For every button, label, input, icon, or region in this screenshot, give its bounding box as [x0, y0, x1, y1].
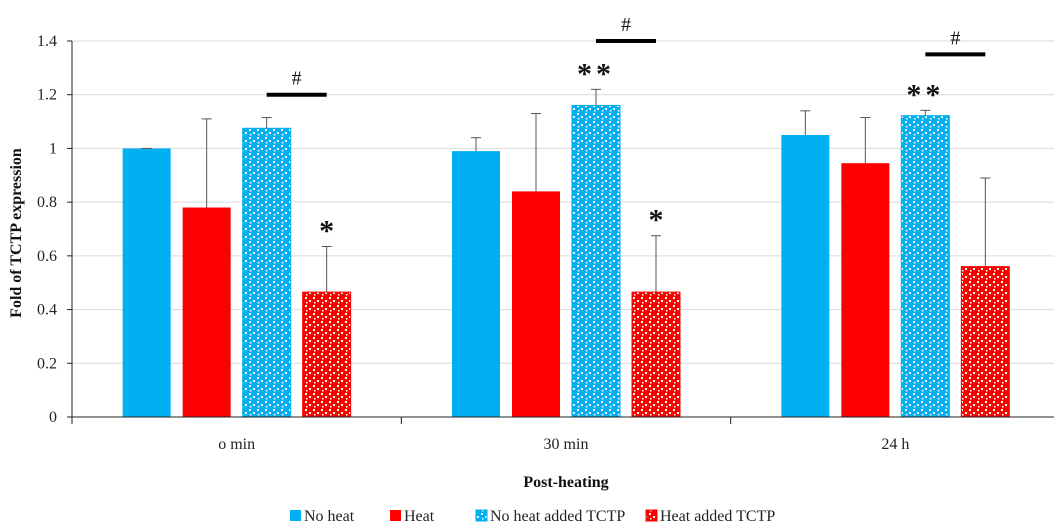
- legend-swatch: [645, 509, 658, 522]
- y-axis-title: Fold of TCTP expression: [8, 148, 25, 318]
- significance-star: **: [906, 78, 944, 111]
- annotations: ******###: [266, 14, 986, 247]
- x-tick-label: 24 h: [881, 436, 909, 453]
- bar: [122, 148, 171, 417]
- error-bars: [141, 88, 991, 293]
- y-tick-label: 1: [49, 140, 57, 157]
- bar: [781, 135, 830, 417]
- y-tick-label: 1.4: [37, 33, 57, 50]
- tick-labels: 0 0.2 0.4 0.6 0.8 1 1.2 1.4 o min 30 min 24 h: [37, 33, 909, 453]
- bar: [452, 151, 500, 417]
- bar: [841, 163, 890, 417]
- bar: [631, 291, 681, 418]
- x-axis-title: Post-heating: [523, 474, 608, 491]
- legend-label: Heat: [404, 508, 435, 525]
- significance-hash: #: [621, 14, 631, 36]
- legend-swatch: [290, 510, 301, 521]
- y-tick-label: 0.2: [37, 355, 57, 372]
- bar: [960, 266, 1010, 418]
- bar: [512, 191, 560, 417]
- bar: [302, 291, 352, 418]
- y-tick-label: 0: [49, 409, 57, 426]
- axes: [67, 40, 1054, 424]
- bar: [242, 127, 292, 418]
- legend-swatch: [475, 509, 488, 522]
- significance-hash: #: [292, 68, 302, 90]
- significance-star: *: [319, 214, 334, 247]
- bar: [571, 104, 621, 418]
- legend-label: No heat added TCTP: [490, 508, 625, 525]
- significance-star: *: [649, 204, 664, 237]
- x-tick-label: o min: [218, 436, 255, 453]
- legend-swatch: [390, 510, 401, 521]
- y-tick-label: 1.2: [37, 87, 57, 104]
- bar: [900, 115, 950, 418]
- bar: [182, 207, 231, 417]
- legend-label: Heat added TCTP: [660, 508, 775, 525]
- y-tick-label: 0.4: [37, 302, 57, 319]
- y-tick-label: 0.6: [37, 248, 57, 265]
- bars: [122, 104, 1010, 418]
- significance-star: **: [577, 57, 615, 90]
- legend: No heat Heat No heat added TCTP Heat added …: [290, 508, 775, 525]
- legend-label: No heat: [304, 508, 355, 525]
- x-tick-label: 30 min: [544, 436, 589, 453]
- gridlines: [72, 40, 1054, 364]
- significance-hash: #: [950, 27, 960, 49]
- y-tick-label: 0.8: [37, 194, 57, 211]
